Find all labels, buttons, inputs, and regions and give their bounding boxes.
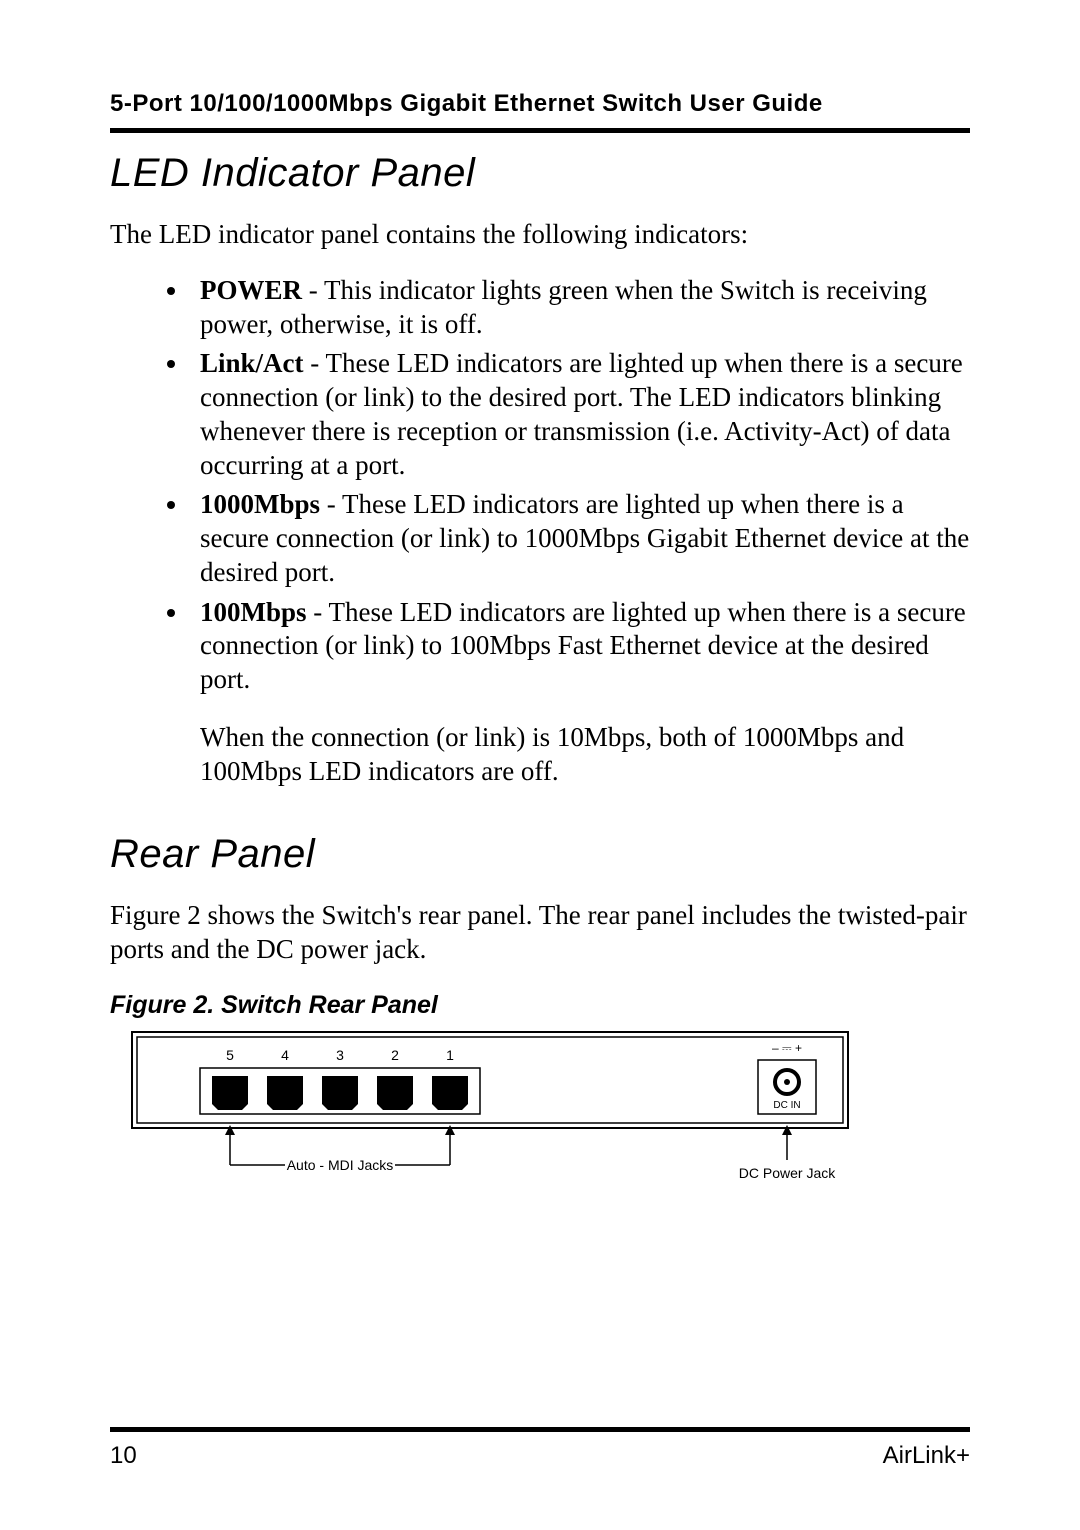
item-label: Link/Act: [200, 348, 304, 378]
footer-rule: [110, 1427, 970, 1432]
port-number: 4: [281, 1047, 289, 1063]
led-list: POWER - This indicator lights green when…: [150, 274, 970, 697]
page-footer: 10 AirLink+: [110, 1427, 970, 1470]
led-note: When the connection (or link) is 10Mbps,…: [200, 721, 970, 789]
figure-caption: Figure 2. Switch Rear Panel: [110, 991, 970, 1020]
page-header: 5-Port 10/100/1000Mbps Gigabit Ethernet …: [110, 90, 970, 133]
footer-brand: AirLink+: [883, 1442, 970, 1470]
list-item: 1000Mbps - These LED indicators are ligh…: [190, 488, 970, 589]
list-item: POWER - This indicator lights green when…: [190, 274, 970, 342]
item-label: POWER: [200, 275, 302, 305]
dc-arrow-icon: [782, 1125, 792, 1160]
item-text: - These LED indicators are lighted up wh…: [200, 348, 963, 479]
item-label: 100Mbps: [200, 597, 307, 627]
dc-in-label: DC IN: [773, 1100, 800, 1111]
rear-panel-svg: 5 4 3 2 1 DC IN: [130, 1030, 850, 1200]
port-number: 2: [391, 1047, 399, 1063]
list-item: 100Mbps - These LED indicators are light…: [190, 596, 970, 697]
port-number: 5: [226, 1047, 234, 1063]
section-title-rear: Rear Panel: [110, 832, 970, 877]
list-item: Link/Act - These LED indicators are ligh…: [190, 347, 970, 482]
mdi-label: Auto - MDI Jacks: [287, 1157, 394, 1173]
item-text: - These LED indicators are lighted up wh…: [200, 597, 966, 695]
rear-panel-figure: 5 4 3 2 1 DC IN: [130, 1030, 970, 1205]
rear-section: Rear Panel Figure 2 shows the Switch's r…: [110, 832, 970, 1205]
dc-power-label: DC Power Jack: [739, 1165, 836, 1181]
page-number: 10: [110, 1442, 137, 1470]
document-page: 5-Port 10/100/1000Mbps Gigabit Ethernet …: [0, 0, 1080, 1530]
section-title-led: LED Indicator Panel: [110, 151, 970, 196]
port-number: 1: [446, 1047, 454, 1063]
item-label: 1000Mbps: [200, 489, 320, 519]
header-title: 5-Port 10/100/1000Mbps Gigabit Ethernet …: [110, 90, 823, 117]
item-text: - This indicator lights green when the S…: [200, 275, 927, 339]
led-intro: The LED indicator panel contains the fol…: [110, 218, 970, 252]
dc-symbol: – ⎓ +: [772, 1041, 802, 1055]
port-number: 3: [336, 1047, 344, 1063]
rear-intro: Figure 2 shows the Switch's rear panel. …: [110, 899, 970, 967]
